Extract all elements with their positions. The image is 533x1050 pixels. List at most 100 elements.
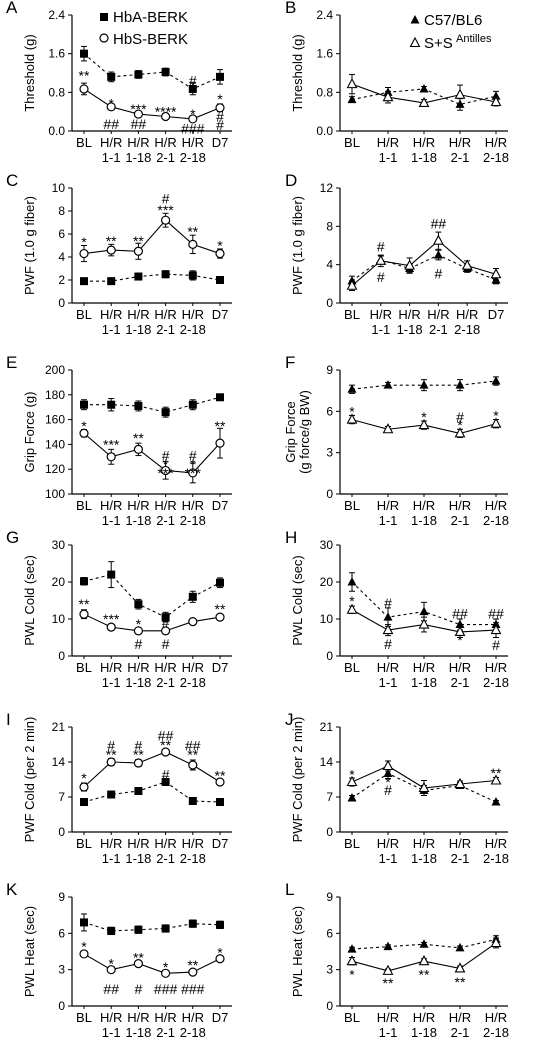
data-point (346, 603, 358, 614)
series-line (83, 953, 221, 974)
significance-annotation: * (217, 91, 223, 107)
data-point (215, 438, 225, 448)
significance-annotation: * (190, 106, 196, 122)
data-point (79, 428, 89, 438)
data-point (404, 259, 416, 270)
significance-annotation: ** (215, 768, 226, 784)
data-point (383, 941, 393, 951)
data-point (134, 272, 143, 281)
x-tick-label: 1-1 (379, 851, 398, 866)
data-point (80, 798, 88, 806)
x-tick-label: H/R (427, 307, 449, 322)
x-tick-label: H/R (413, 498, 435, 513)
data-point (346, 279, 358, 290)
panel-letter: G (6, 528, 19, 547)
data-point (419, 380, 429, 389)
data-point (216, 393, 224, 402)
x-tick-label: H/R (182, 307, 204, 322)
x-tick-label: H/R (154, 498, 176, 513)
significance-annotation: ### (181, 121, 205, 137)
data-point (490, 417, 502, 428)
significance-annotation: # (107, 738, 115, 754)
x-tick-label: BL (344, 660, 360, 675)
significance-annotation: ** (133, 950, 144, 966)
significance-annotation: * (457, 417, 463, 433)
y-tick-label: 14 (320, 755, 334, 769)
data-point (382, 759, 394, 771)
data-point (454, 427, 466, 438)
y-tick-label: 14 (52, 755, 66, 769)
data-point (161, 408, 170, 417)
significance-annotation: ## (185, 738, 201, 754)
significance-annotation: * (349, 967, 355, 983)
data-point (133, 758, 143, 768)
data-point (161, 215, 171, 225)
y-axis-label: Grip Force (283, 401, 298, 462)
data-point (80, 400, 88, 409)
x-tick-label: 1-18 (125, 150, 151, 165)
x-tick-label: 1-18 (411, 513, 437, 528)
significance-annotation: * (81, 770, 87, 786)
data-point (188, 271, 197, 280)
x-tick-label: H/R (100, 307, 122, 322)
series-line (351, 772, 497, 803)
x-tick-label: H/R (100, 135, 122, 150)
significance-annotation: * (81, 939, 87, 955)
x-tick-label: 2-1 (156, 1025, 175, 1040)
significance-annotation: * (217, 238, 223, 254)
y-tick-label: 9 (326, 363, 333, 377)
data-point (188, 239, 198, 249)
significance-annotation: * (349, 767, 355, 783)
series-hba-berk (80, 913, 224, 936)
x-tick-label: 2-18 (180, 150, 206, 165)
x-tick-label: 2-18 (180, 1025, 206, 1040)
x-tick-label: 1-18 (125, 851, 151, 866)
significance-annotation: # (135, 738, 143, 754)
x-tick-label: H/R (377, 660, 399, 675)
data-point (346, 775, 358, 787)
panel-letter: E (6, 353, 17, 372)
significance-annotation: * (349, 403, 355, 419)
data-point (79, 949, 89, 959)
significance-annotation: * (217, 945, 223, 961)
data-point (133, 444, 143, 454)
x-tick-label: 1-1 (379, 675, 398, 690)
significance-annotation: # (162, 636, 170, 652)
data-point (79, 609, 89, 619)
data-point (382, 623, 394, 635)
series-hba-berk (80, 561, 224, 623)
data-point (461, 259, 473, 270)
significance-annotation: # (135, 636, 143, 652)
x-tick-label: 1-1 (379, 1025, 398, 1040)
x-tick-label: H/R (456, 307, 478, 322)
x-tick-label: H/R (127, 660, 149, 675)
y-axis-label: PWL Cold (sec) (290, 555, 305, 646)
x-tick-label: 1-18 (411, 675, 437, 690)
x-tick-label: H/R (449, 498, 471, 513)
data-point (188, 114, 198, 124)
x-tick-label: H/R (182, 660, 204, 675)
series-hba-berk (80, 393, 224, 418)
x-tick-label: BL (76, 836, 92, 851)
data-point (419, 939, 429, 948)
significance-annotation: ** (133, 233, 144, 249)
x-tick-label: 1-1 (102, 851, 121, 866)
y-tick-label: 0 (326, 296, 333, 310)
data-point (133, 626, 143, 636)
y-tick-label: 3 (58, 963, 65, 977)
data-point (106, 965, 116, 975)
significance-annotation: **** (155, 104, 177, 120)
data-point (161, 465, 171, 476)
significance-annotation: ## (103, 116, 119, 132)
x-tick-label: D7 (488, 307, 505, 322)
y-tick-label: 30 (52, 538, 66, 552)
significance-annotation: # (189, 72, 197, 88)
series-hbs-berk (79, 609, 225, 636)
significance-annotation: ** (491, 765, 502, 781)
y-tick-label: 180 (45, 388, 65, 402)
data-point (347, 94, 357, 104)
data-point (346, 413, 358, 424)
x-tick-label: 1-1 (371, 322, 390, 337)
